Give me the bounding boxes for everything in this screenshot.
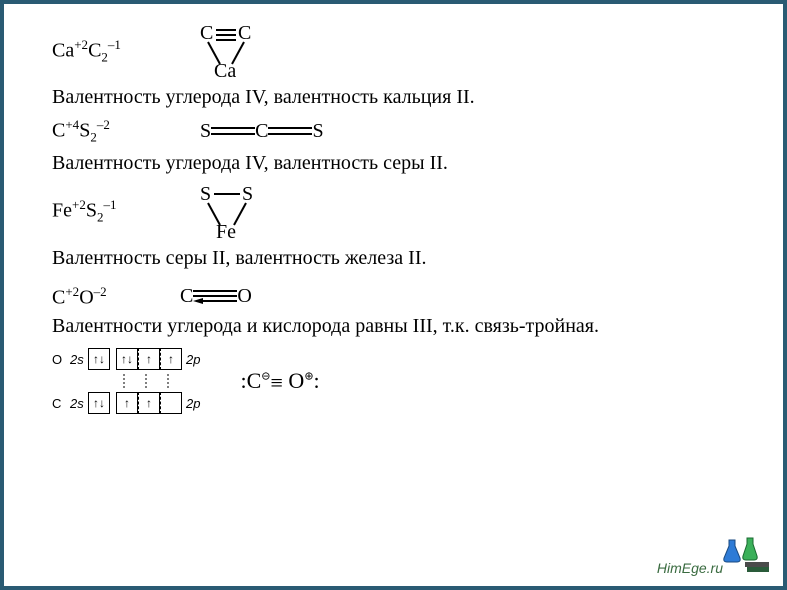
orb-el-c: C [52,396,70,411]
diag-s-left: S [200,120,211,143]
diag-s-right3: S [242,183,253,206]
el-s2: S [79,120,90,142]
co-bond [193,287,237,305]
double-bond-right [268,124,312,138]
flask-icon-stack [723,532,769,578]
watermark-text: HimEge.ru [657,560,723,576]
orb-p-group-o: ↑↓ ↑ ↑ [116,348,182,370]
orb-el-o: O [52,352,70,367]
ox-s2: –2 [97,117,110,132]
formula-row-fes2: Fe+2S2–1 S S Fe [52,183,735,241]
orbital-row-gap [52,374,200,388]
lewis-c: C [247,368,262,393]
diag-c-right: C [238,22,251,45]
text-valency-4: Валентности углерода и кислорода равны I… [52,315,735,338]
formula-cac2: Ca+2C2–1 [52,37,200,66]
formula-fes2: Fe+2S2–1 [52,197,200,226]
orbital-boxes: O 2s ↑↓ ↑↓ ↑ ↑ 2p C 2s ↑↓ ↑ ↑ 2p [52,346,200,418]
diag-c-co: C [180,285,193,308]
orbital-diagram: O 2s ↑↓ ↑↓ ↑ ↑ 2p C 2s ↑↓ ↑ ↑ 2p [52,346,735,418]
diag-o-co: O [237,285,251,308]
ox-ca: +2 [74,37,88,52]
el-s3: S [86,200,97,222]
orb-2s-c: 2s [70,396,88,411]
orb-p2-o: ↑ [138,348,160,370]
orb-sbox-o: ↑↓ [88,348,110,370]
el-c: C [88,39,101,61]
diag-ca-bottom: Ca [214,60,236,83]
diag-s-right: S [312,120,323,143]
orb-p2-c: ↑ [138,392,160,414]
orbital-row-o: O 2s ↑↓ ↑↓ ↑ ↑ 2p [52,346,200,372]
lewis-charge-l: ⊖ [261,371,270,383]
orbital-row-c: C 2s ↑↓ ↑ ↑ 2p [52,390,200,416]
diag-fe-bottom: Fe [216,221,236,244]
el-o4: O [79,286,93,308]
orb-p3-o: ↑ [160,348,182,370]
formula-row-cs2: C+4S2–2 S C S [52,117,735,146]
text-valency-3: Валентность серы II, валентность железа … [52,247,735,270]
diagram-co: C O [180,285,252,308]
formula-row-cac2: Ca+2C2–1 C C Ca [52,22,735,80]
lewis-co: :C⊖≡ O⊕: [240,368,319,396]
orb-p1-c: ↑ [116,392,138,414]
ox-o4: –2 [94,284,107,299]
orb-p-group-c: ↑ ↑ [116,392,182,414]
diag-c-mid: C [255,120,268,143]
ox-c: –1 [108,37,121,52]
formula-row-co: C+2O–2 C O [52,284,735,310]
orb-2s-o: 2s [70,352,88,367]
orb-sbox-c: ↑↓ [88,392,110,414]
lewis-charge-r: ⊕ [304,371,313,383]
orb-p3-c [160,392,182,414]
el-fe: Fe [52,200,72,222]
el-c2: C [52,120,65,142]
orb-2p-o: 2p [186,352,200,367]
ox-c2: +4 [65,117,79,132]
formula-co: C+2O–2 [52,284,180,310]
orb-p1-o: ↑↓ [116,348,138,370]
el-c4: C [52,286,65,308]
diagram-fes2-triangle: S S Fe [200,183,290,241]
lewis-o: O [288,368,304,393]
ox-fe: +2 [72,197,86,212]
el-ca: Ca [52,39,74,61]
text-valency-1: Валентность углерода IV, валентность кал… [52,86,735,109]
diagram-cac2-triangle: C C Ca [200,22,290,80]
text-valency-2: Валентность углерода IV, валентность сер… [52,152,735,175]
flask-svg [723,532,769,572]
ox-c4: +2 [65,284,79,299]
double-bond-left [211,124,255,138]
diag-c-left: C [200,22,213,45]
diagram-cs2-linear: S C S [200,120,324,143]
formula-cs2: C+4S2–2 [52,117,200,146]
diag-s-left3: S [200,183,211,206]
ox-s3: –1 [103,197,116,212]
orb-2p-c: 2p [186,396,200,411]
